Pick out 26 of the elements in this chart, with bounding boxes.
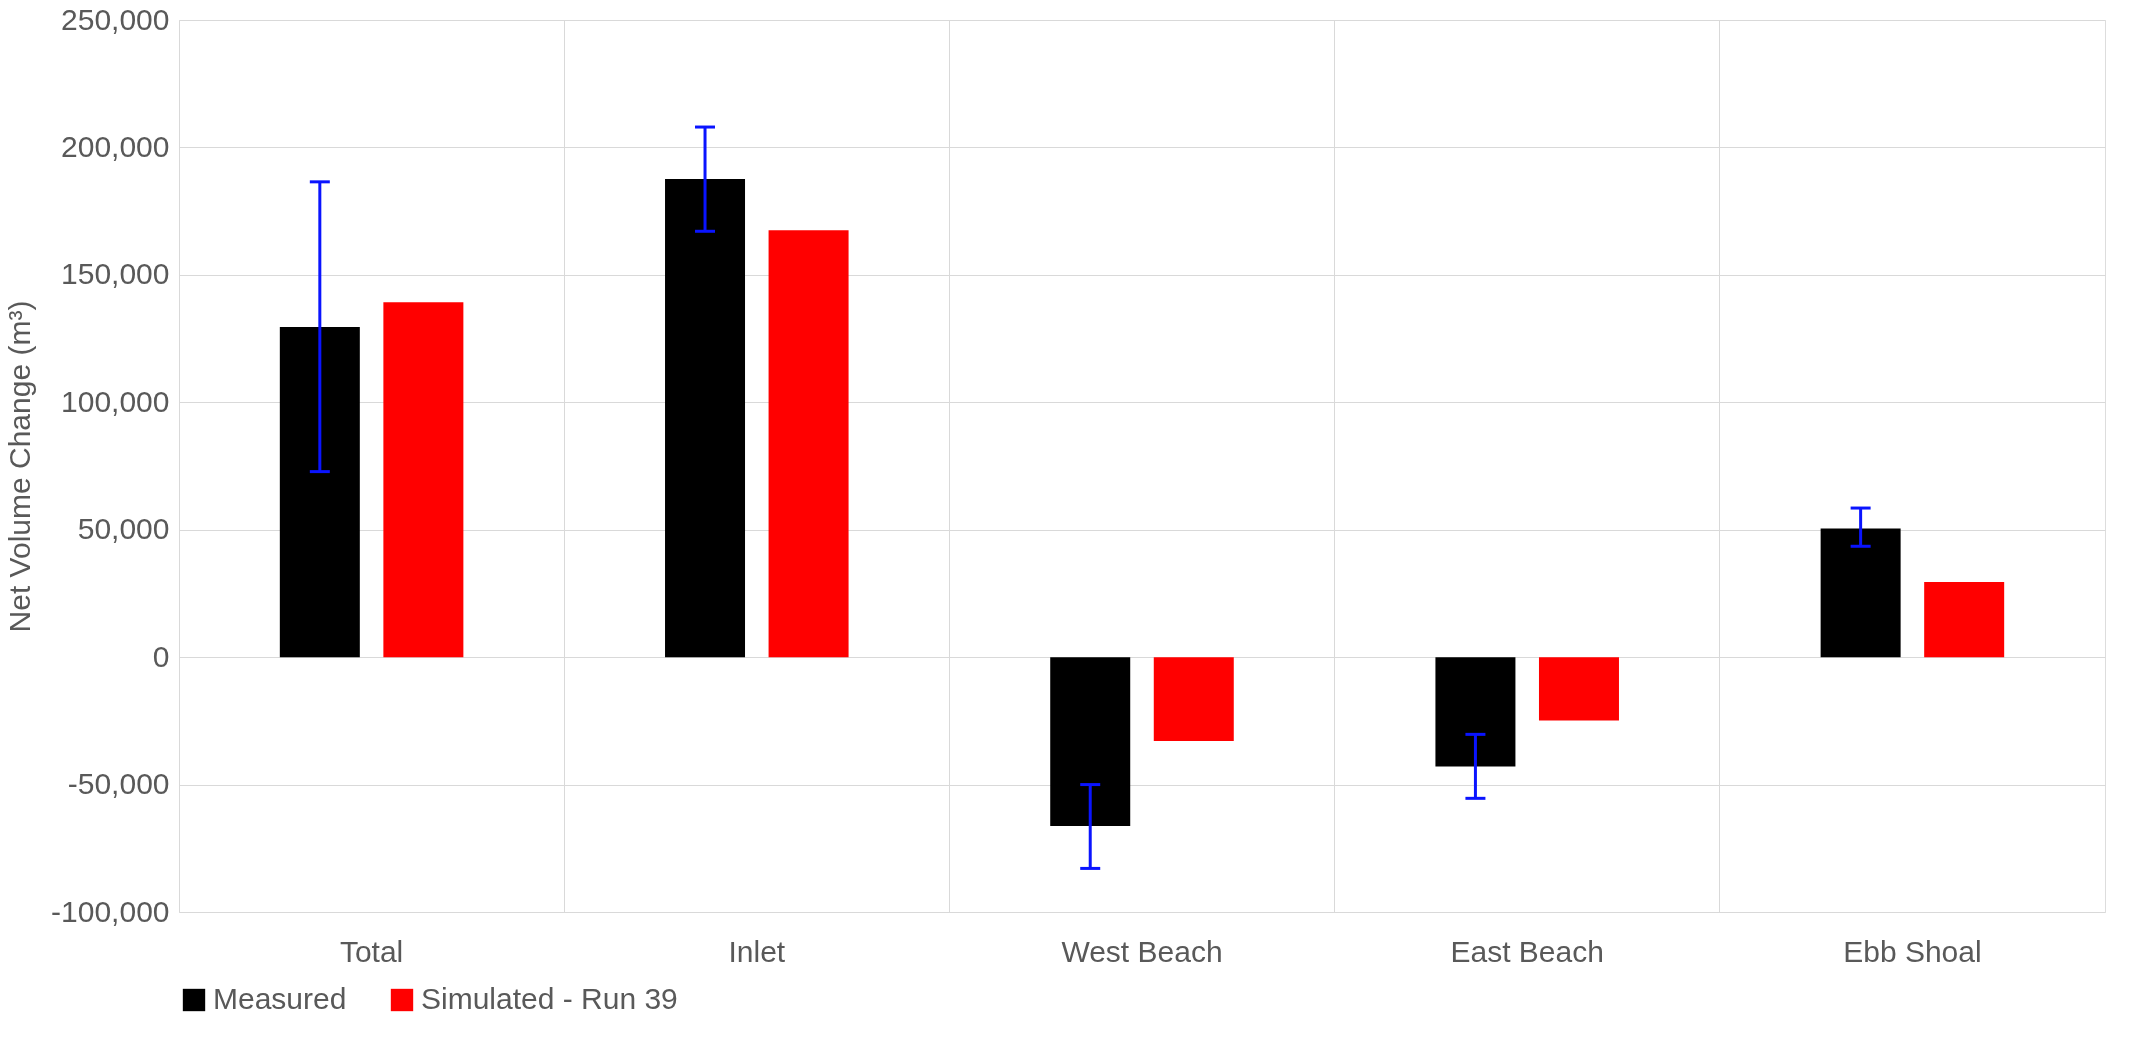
bar (1153, 657, 1234, 741)
y-axis-title: Net Volume Change (m³) (3, 300, 37, 633)
bar (665, 179, 746, 658)
bar (1435, 657, 1516, 767)
y-tick-label: 250,000 (61, 2, 170, 36)
bar (1924, 581, 2005, 658)
bar (768, 230, 849, 658)
y-tick-label: -100,000 (51, 894, 170, 928)
x-tick-label: West Beach (1061, 934, 1223, 968)
x-tick-label: East Beach (1450, 934, 1604, 968)
x-tick-label: Inlet (728, 934, 786, 968)
legend-label: Measured (213, 982, 347, 1015)
bar (1820, 528, 1901, 658)
legend-label: Simulated - Run 39 (421, 982, 678, 1015)
bar (1050, 657, 1131, 827)
y-tick-label: 100,000 (61, 384, 170, 418)
bar (279, 327, 360, 658)
y-tick-label: 200,000 (61, 129, 170, 163)
y-tick-label: 0 (152, 639, 170, 673)
y-tick-label: 150,000 (61, 257, 170, 291)
x-tick-label: Total (339, 934, 404, 968)
bar (1538, 657, 1619, 721)
y-tick-label: 50,000 (77, 512, 170, 546)
bar (383, 302, 464, 658)
y-tick-label: -50,000 (67, 767, 170, 801)
x-tick-label: Ebb Shoal (1843, 934, 1982, 968)
